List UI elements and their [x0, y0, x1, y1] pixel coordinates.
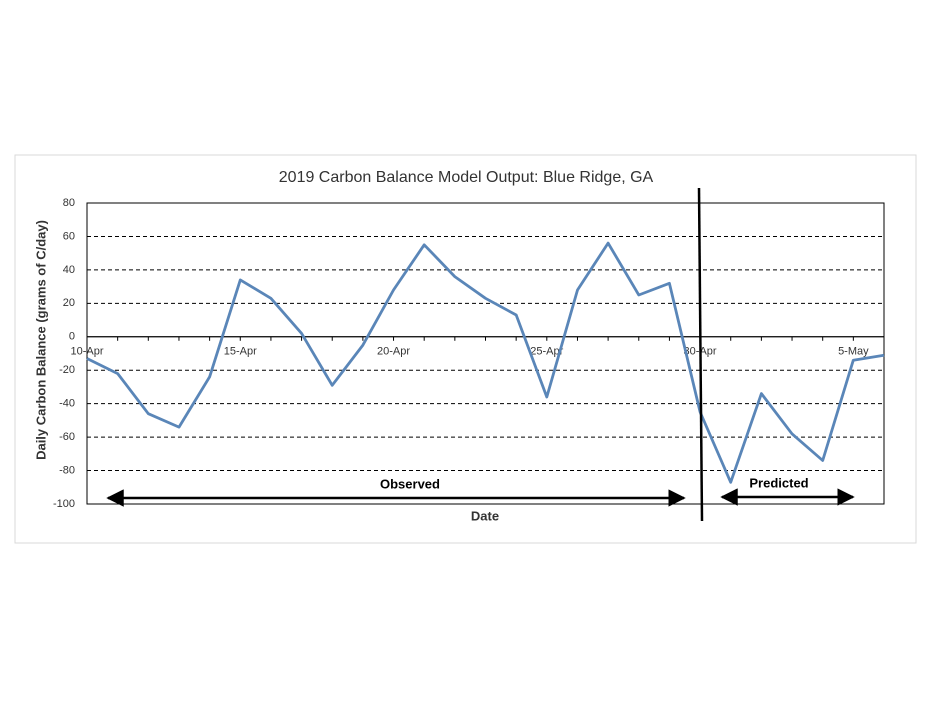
y-tick-label: -60 [59, 431, 75, 443]
x-tick-label: 25-Apr [530, 346, 563, 358]
chart-title: 2019 Carbon Balance Model Output: Blue R… [279, 169, 654, 186]
y-tick-label: -20 [59, 364, 75, 376]
y-axis-title: Daily Carbon Balance (grams of C/day) [33, 220, 48, 460]
y-tick-label: -80 [59, 464, 75, 476]
y-tick-label: 80 [63, 197, 75, 209]
forecast-divider [697, 187, 704, 522]
plot-area: -100 -80 -60 -40 -20 0 20 40 60 80 10-Apr 15-Apr 20-… [53, 187, 885, 522]
y-tick-label: 40 [63, 264, 75, 276]
x-axis-title: Date [471, 508, 499, 523]
x-tick-label: 15-Apr [224, 346, 257, 358]
annotation: Predicted [749, 475, 808, 490]
annotation-bg [742, 475, 816, 493]
y-tick-label: 60 [63, 230, 75, 242]
y-tick-label: 0 [69, 331, 75, 343]
y-tick-label: 20 [63, 297, 75, 309]
annotation-bg [372, 476, 448, 494]
x-tick-label: 10-Apr [70, 346, 103, 358]
x-tick-label: 5-May [838, 346, 869, 358]
y-tick-label: -40 [59, 398, 75, 410]
annotation: Observed [380, 476, 440, 491]
y-tick-label: -100 [53, 498, 75, 510]
data-line [86, 241, 885, 484]
x-tick-label: 20-Apr [377, 346, 410, 358]
